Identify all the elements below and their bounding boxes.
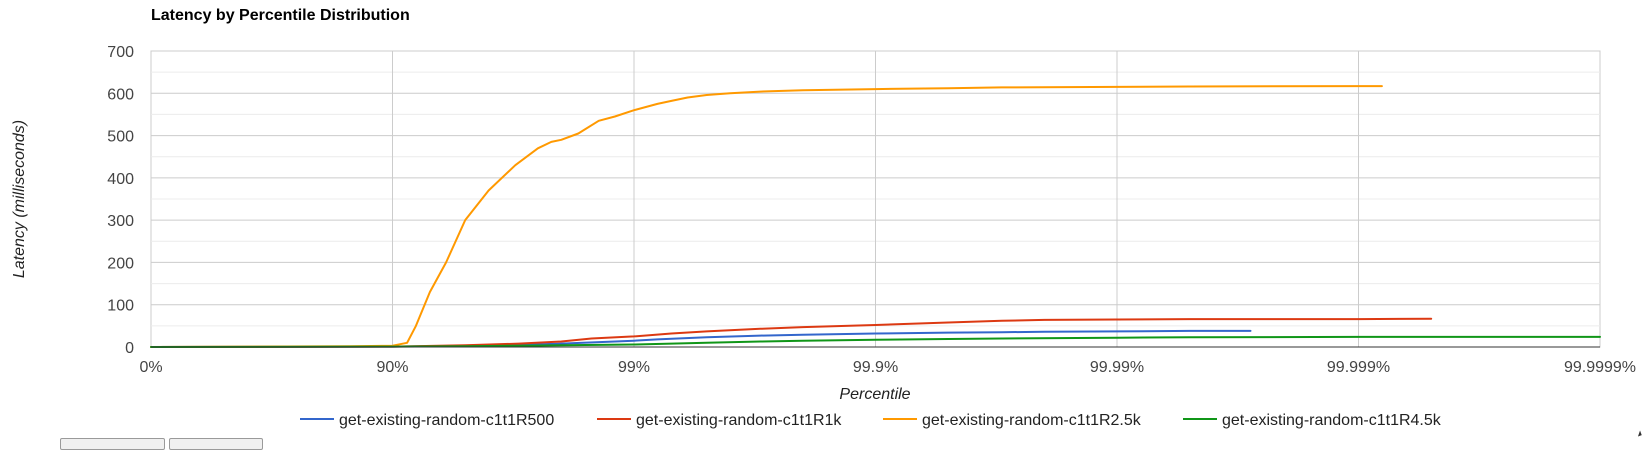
y-tick-label: 700 [107, 44, 134, 61]
x-tick-label: 99.9999% [1564, 359, 1636, 376]
series-line-3 [150, 85, 1383, 348]
x-tick-label: 99% [618, 359, 650, 376]
y-tick-label: 500 [107, 129, 134, 146]
y-axis-title: Latency (milliseconds) [11, 120, 28, 278]
series-line-2 [150, 317, 1433, 348]
gridlines [151, 50, 1600, 347]
y-tick-label: 200 [107, 255, 134, 272]
x-axis-title: Percentile [839, 386, 910, 403]
chart-control-button-left[interactable] [60, 438, 165, 450]
legend-label: get-existing-random-c1t1R4.5k [1222, 412, 1442, 429]
x-tick-label: 99.9% [853, 359, 898, 376]
x-tick-label: 90% [376, 359, 408, 376]
series-lines [150, 85, 1601, 348]
plot-area [150, 50, 1601, 348]
y-tick-label: 300 [107, 213, 134, 230]
legend-label: get-existing-random-c1t1R2.5k [922, 412, 1142, 429]
y-tick-label: 100 [107, 298, 134, 315]
y-tick-label: 400 [107, 171, 134, 188]
x-tick-label: 0% [139, 359, 162, 376]
chart-control-button-right[interactable] [169, 438, 263, 450]
y-tick-label: 0 [125, 340, 134, 357]
legend: get-existing-random-c1t1R500 get-existing… [300, 412, 1442, 429]
y-tick-label: 600 [107, 86, 134, 103]
y-axis: 0 100 200 300 400 500 600 700 [107, 44, 134, 357]
legend-label: get-existing-random-c1t1R1k [636, 412, 842, 429]
series-line-4 [150, 335, 1601, 348]
x-tick-label: 99.999% [1327, 359, 1390, 376]
chart-title: Latency by Percentile Distribution [151, 7, 410, 24]
legend-label: get-existing-random-c1t1R500 [339, 412, 554, 429]
x-axis: 0% 90% 99% 99.9% 99.99% 99.999% 99.9999% [139, 346, 1636, 376]
x-tick-label: 99.99% [1090, 359, 1144, 376]
